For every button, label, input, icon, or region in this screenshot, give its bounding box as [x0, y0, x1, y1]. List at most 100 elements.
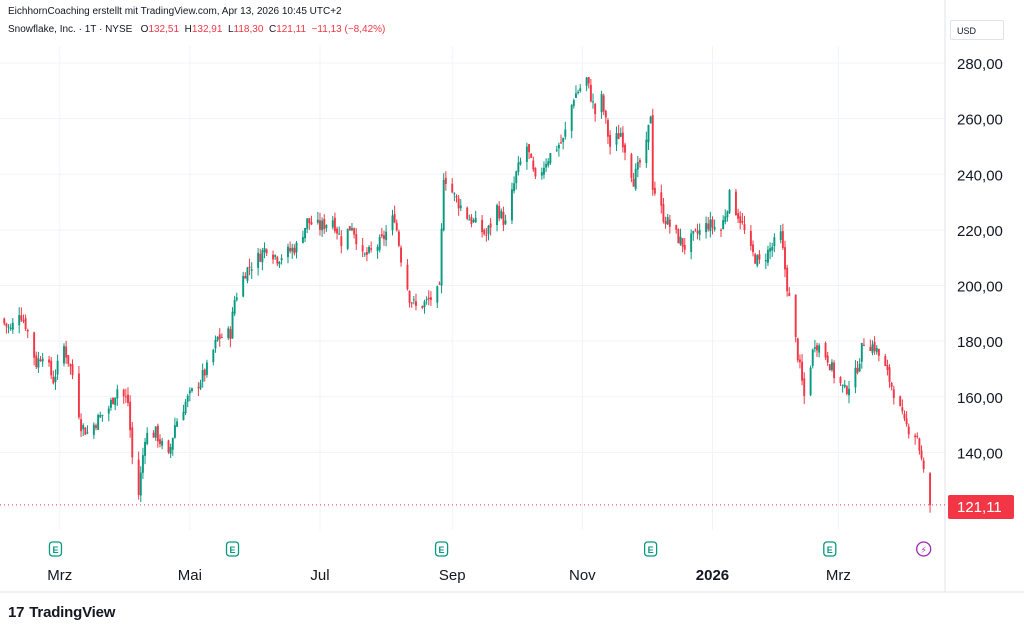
y-tick-label: 200,00 [957, 279, 1003, 296]
candle-body [137, 459, 140, 495]
candle-body [139, 472, 142, 496]
candle-body [385, 231, 388, 241]
earnings-marker-label: E [230, 545, 236, 555]
candle-body [839, 377, 842, 384]
candle-body [410, 302, 413, 304]
candle-body [116, 389, 119, 399]
candle-body [261, 250, 264, 263]
candle-body [662, 204, 665, 222]
candle-body [161, 440, 164, 446]
change-value: −11,13 (−8,42%) [311, 24, 386, 35]
candle-body [564, 129, 567, 137]
candle-body [470, 216, 473, 224]
candle-body [886, 364, 889, 370]
candle-body [809, 367, 812, 396]
candle-body [845, 386, 848, 395]
candle-body [257, 252, 260, 268]
candle-body [293, 247, 296, 254]
candle-body [801, 361, 804, 381]
candle-body [485, 234, 488, 236]
last-price-label: 121,11 [948, 495, 1014, 519]
candle-body [199, 382, 202, 389]
earnings-marker-icon [48, 541, 63, 557]
candle-body [474, 217, 477, 223]
candle-body [92, 424, 95, 435]
candle-body [587, 77, 590, 84]
candle-body [638, 160, 641, 163]
candle-body [97, 414, 100, 430]
candle-body [617, 133, 620, 140]
candle-body [415, 301, 417, 306]
candle-body [873, 342, 876, 352]
candle-body [788, 293, 791, 297]
candle-body [773, 237, 776, 247]
candle-body [743, 224, 746, 231]
candle-body [489, 223, 492, 228]
candle-body [621, 132, 624, 148]
candle-body [890, 382, 893, 387]
candle-body [683, 244, 686, 250]
candle-body [901, 407, 904, 412]
candle-body [11, 322, 14, 330]
candle-body [129, 401, 132, 431]
candle-body [884, 356, 887, 366]
candle-body [722, 220, 725, 229]
candle-body [766, 249, 769, 263]
candle-body [378, 236, 381, 250]
candle-body [7, 326, 10, 328]
candle-body [811, 349, 814, 366]
candle-body [754, 254, 757, 264]
candle-body [280, 258, 283, 261]
candle-body [779, 231, 782, 240]
candle-body [63, 345, 65, 364]
candle-body [101, 414, 104, 416]
earnings-marker-label: E [648, 545, 654, 555]
candle-body [351, 228, 353, 231]
candle-body [331, 220, 334, 228]
candle-body [321, 220, 324, 231]
candle-body [487, 225, 490, 235]
candle-body [412, 299, 415, 301]
currency-button[interactable]: USD [950, 20, 1004, 40]
open-label: O [140, 24, 149, 35]
candle-body [848, 388, 850, 396]
candle-body [602, 95, 605, 112]
tradingview-logo[interactable]: 17 TradingView [8, 604, 115, 621]
candle-body [843, 384, 846, 387]
candle-body [444, 177, 447, 184]
candle-body [892, 389, 895, 398]
candle-body [393, 213, 396, 223]
candle-body [427, 297, 430, 300]
candle-body [818, 345, 821, 353]
candle-body [188, 390, 191, 394]
candle-body [752, 244, 754, 253]
candle-body [530, 154, 533, 158]
candle-body [515, 171, 518, 184]
symbol-name[interactable]: Snowflake, Inc. · 1T · NYSE [8, 24, 133, 35]
candle-body [306, 218, 309, 229]
candle-body [694, 229, 697, 231]
x-tick-label: Mrz [47, 567, 72, 584]
candle-body [858, 363, 861, 372]
candle-body [144, 441, 147, 456]
candle-body [395, 222, 398, 231]
candle-body [589, 84, 592, 102]
candle-body [862, 344, 865, 346]
candle-body [562, 137, 565, 143]
candle-body [54, 376, 57, 382]
candle-body [368, 247, 371, 253]
candle-body [615, 133, 618, 145]
candle-body [660, 192, 663, 206]
candle-body [451, 183, 454, 193]
candle-body [645, 139, 648, 164]
candle-body [634, 168, 637, 190]
candle-body [572, 100, 575, 106]
candle-body [528, 144, 530, 153]
candle-body [681, 238, 684, 247]
earnings-marker-icon [225, 541, 240, 557]
candle-body [560, 142, 562, 144]
candle-body [242, 275, 245, 297]
candle-body [295, 242, 298, 253]
candle-body [647, 124, 650, 143]
